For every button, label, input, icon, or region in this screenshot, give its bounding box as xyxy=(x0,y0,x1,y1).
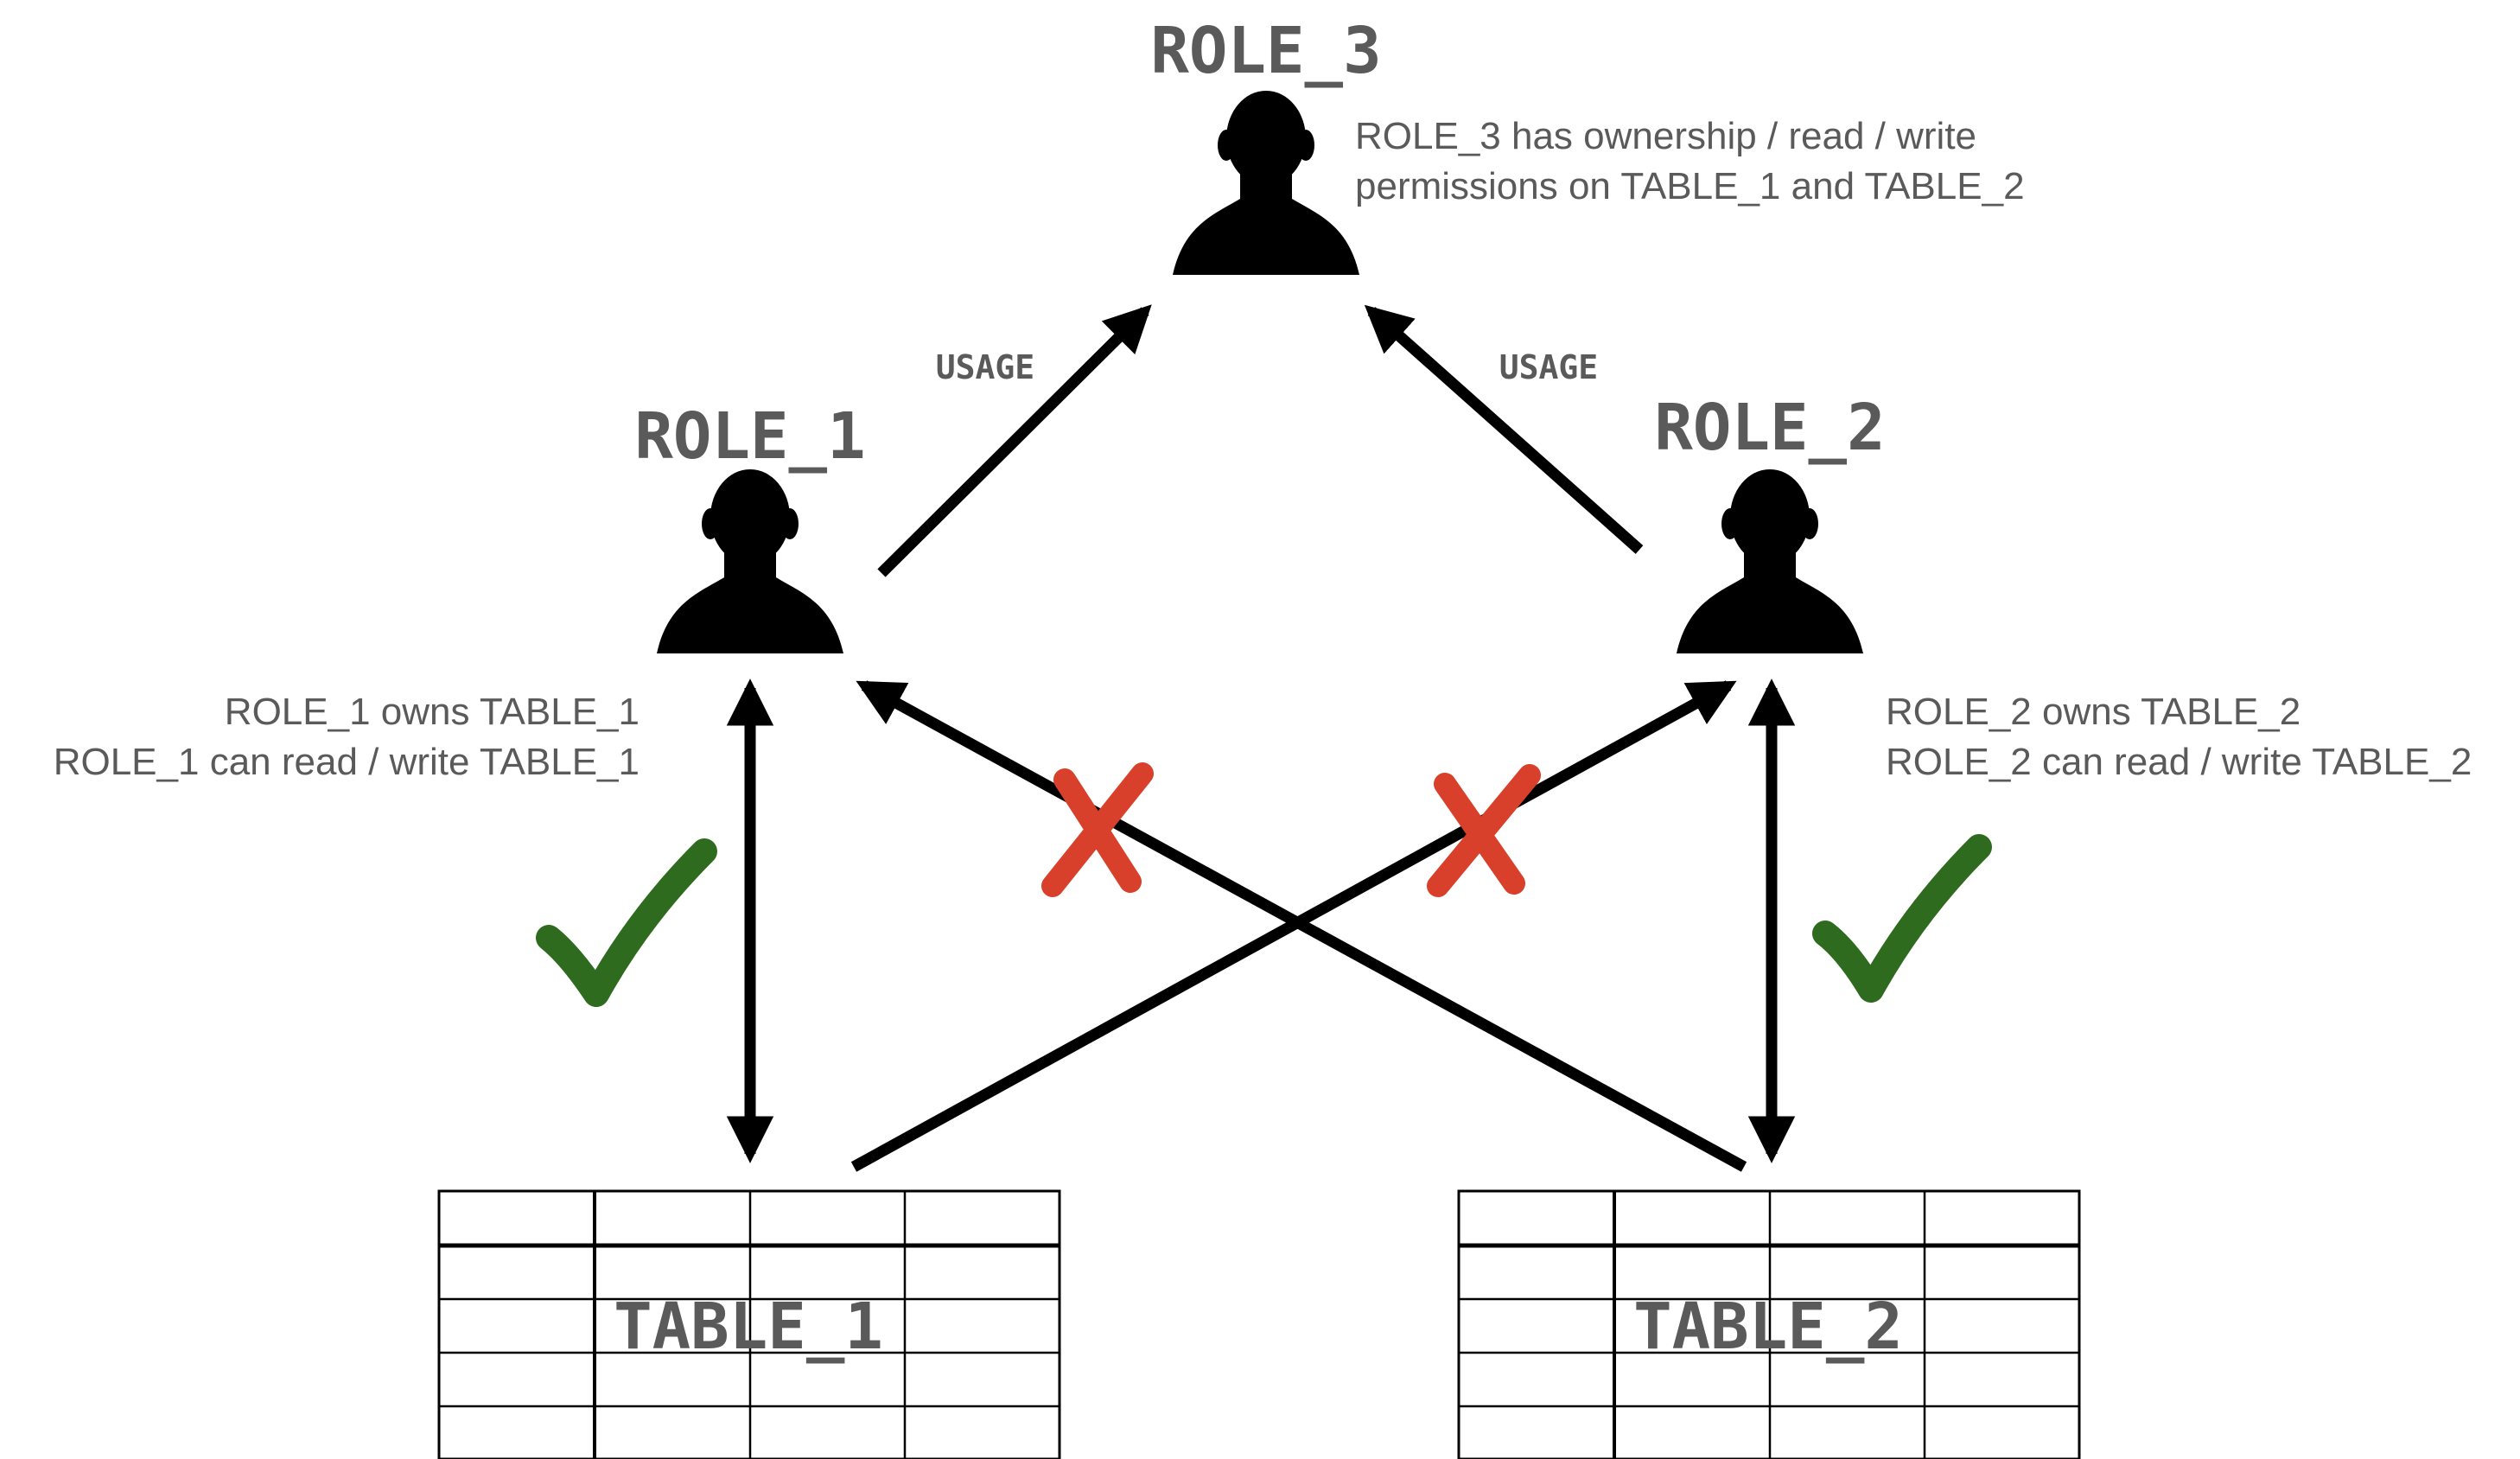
role-3-title: ROLE_3 xyxy=(1150,14,1381,88)
red-x-icon xyxy=(1041,762,1154,897)
usage-arrow-role1-to-role3 xyxy=(877,304,1152,577)
person-silhouette-icon xyxy=(657,469,843,653)
person-silhouette-icon xyxy=(1677,469,1863,653)
denied-arrow-table2-to-role1 xyxy=(856,680,1747,1172)
usage-label-right: USAGE xyxy=(1499,348,1598,386)
role-1-note-line-2: ROLE_1 can read / write TABLE_1 xyxy=(54,741,640,783)
green-check-icon xyxy=(1812,834,1992,1003)
person-silhouette-icon xyxy=(1173,91,1359,275)
role-3-note-line-2: permissions on TABLE_1 and TABLE_2 xyxy=(1355,165,2025,207)
table-2-title: TABLE_2 xyxy=(1633,1290,1903,1364)
green-check-icon xyxy=(536,838,717,1007)
table-1-grid xyxy=(437,1189,1061,1459)
table-1-title: TABLE_1 xyxy=(614,1290,883,1364)
role-2-note-line-1: ROLE_2 owns TABLE_2 xyxy=(1886,691,2300,733)
red-x-icon xyxy=(1427,764,1541,897)
role-2-note-line-2: ROLE_2 can read / write TABLE_2 xyxy=(1886,741,2472,783)
role-1-title: ROLE_1 xyxy=(634,399,865,474)
usage-label-left: USAGE xyxy=(936,348,1034,386)
denied-arrow-table1-to-role2 xyxy=(850,680,1737,1172)
role-3-note-line-1: ROLE_3 has ownership / read / write xyxy=(1355,115,1976,157)
usage-arrow-role2-to-role3 xyxy=(1364,304,1644,554)
role-2-title: ROLE_2 xyxy=(1654,391,1885,465)
table-2-grid xyxy=(1457,1189,2081,1459)
role-1-note-line-1: ROLE_1 owns TABLE_1 xyxy=(225,691,640,733)
